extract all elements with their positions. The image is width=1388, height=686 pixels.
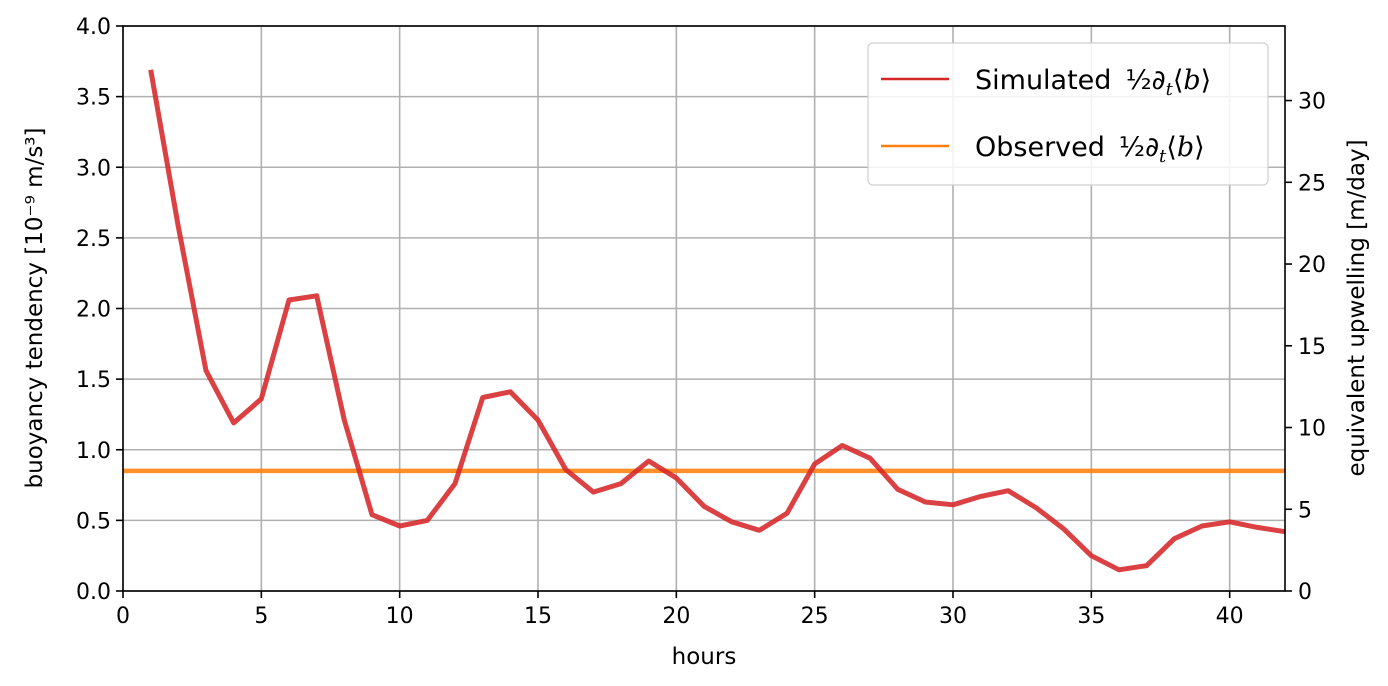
legend-box (867, 42, 1269, 186)
y-tick-label: 1.5 (76, 368, 111, 393)
y-axis-right-ticks: 0 5 10 15 20 25 30 (1285, 90, 1326, 605)
x-tick-label: 15 (524, 604, 552, 629)
x-tick-label: 10 (386, 604, 414, 629)
x-tick-label: 20 (662, 604, 690, 629)
y-tick-label: 0.5 (76, 509, 111, 534)
y-axis-left-label: buoyancy tendency [10⁻⁹ m/s³] (22, 128, 48, 489)
y-tick-label: 2.5 (76, 227, 111, 252)
series-line-simulated (148, 69, 1286, 573)
y-tick-label: 4.0 (76, 15, 111, 40)
y-right-tick-label: 30 (1298, 90, 1326, 115)
legend-word-simulated: Simulated (975, 65, 1111, 96)
y-axis-right-label: equivalent upwelling [m/day] (1344, 139, 1370, 476)
x-tick-label: 30 (939, 604, 967, 629)
x-tick-label: 25 (801, 604, 829, 629)
y-right-tick-label: 20 (1298, 253, 1326, 278)
legend: Simulated ½∂t⟨b⟩ Observed ½∂t⟨b⟩ (867, 42, 1269, 186)
y-right-tick-label: 5 (1298, 498, 1312, 523)
x-tick-label: 0 (116, 604, 130, 629)
y-axis-left-ticks: 0.0 0.5 1.0 1.5 2.0 2.5 3.0 3.5 4.0 (76, 15, 123, 605)
y-right-tick-label: 10 (1298, 417, 1326, 442)
series-layer (123, 69, 1286, 573)
y-tick-label: 1.0 (76, 439, 111, 464)
legend-label-simulated: Simulated ½∂t⟨b⟩ (975, 65, 1211, 100)
x-tick-label: 40 (1216, 604, 1244, 629)
legend-word-observed: Observed (975, 132, 1105, 163)
y-right-tick-label: 15 (1298, 335, 1326, 360)
y-right-tick-label: 25 (1298, 171, 1326, 196)
y-tick-label: 3.5 (76, 86, 111, 111)
x-axis-label: hours (672, 644, 737, 670)
y-tick-label: 0.0 (76, 580, 111, 605)
y-tick-label: 3.0 (76, 156, 111, 181)
x-tick-label: 5 (254, 604, 268, 629)
x-axis-ticks: 0 5 10 15 20 25 30 35 40 (116, 591, 1244, 629)
legend-label-observed: Observed ½∂t⟨b⟩ (975, 132, 1205, 167)
y-tick-label: 2.0 (76, 298, 111, 323)
y-right-tick-label: 0 (1298, 580, 1312, 605)
x-tick-label: 35 (1077, 604, 1105, 629)
